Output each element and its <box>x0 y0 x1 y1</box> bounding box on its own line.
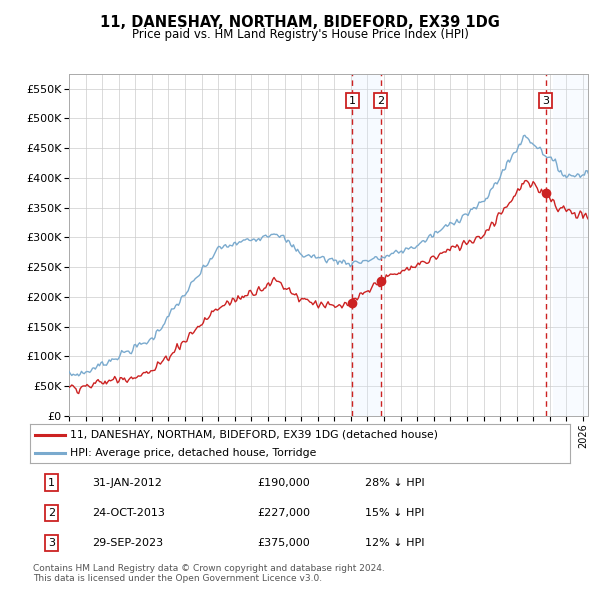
Text: 3: 3 <box>48 538 55 548</box>
Text: 2: 2 <box>377 96 384 106</box>
Text: 11, DANESHAY, NORTHAM, BIDEFORD, EX39 1DG: 11, DANESHAY, NORTHAM, BIDEFORD, EX39 1D… <box>100 15 500 30</box>
Text: Contains HM Land Registry data © Crown copyright and database right 2024.
This d: Contains HM Land Registry data © Crown c… <box>33 564 385 583</box>
Text: 11, DANESHAY, NORTHAM, BIDEFORD, EX39 1DG (detached house): 11, DANESHAY, NORTHAM, BIDEFORD, EX39 1D… <box>71 430 439 440</box>
Text: 3: 3 <box>542 96 549 106</box>
Text: 12% ↓ HPI: 12% ↓ HPI <box>365 538 424 548</box>
Bar <box>553 74 588 416</box>
Text: 31-JAN-2012: 31-JAN-2012 <box>92 477 162 487</box>
Text: 1: 1 <box>349 96 356 106</box>
Text: 15% ↓ HPI: 15% ↓ HPI <box>365 508 424 518</box>
Text: HPI: Average price, detached house, Torridge: HPI: Average price, detached house, Torr… <box>71 448 317 458</box>
Bar <box>352 74 380 416</box>
Text: £375,000: £375,000 <box>257 538 310 548</box>
Text: £227,000: £227,000 <box>257 508 310 518</box>
Text: Price paid vs. HM Land Registry's House Price Index (HPI): Price paid vs. HM Land Registry's House … <box>131 28 469 41</box>
Text: 28% ↓ HPI: 28% ↓ HPI <box>365 477 424 487</box>
Text: 29-SEP-2023: 29-SEP-2023 <box>92 538 163 548</box>
Text: 24-OCT-2013: 24-OCT-2013 <box>92 508 165 518</box>
Text: 2: 2 <box>48 508 55 518</box>
Bar <box>553 74 588 416</box>
Text: 1: 1 <box>48 477 55 487</box>
Text: £190,000: £190,000 <box>257 477 310 487</box>
